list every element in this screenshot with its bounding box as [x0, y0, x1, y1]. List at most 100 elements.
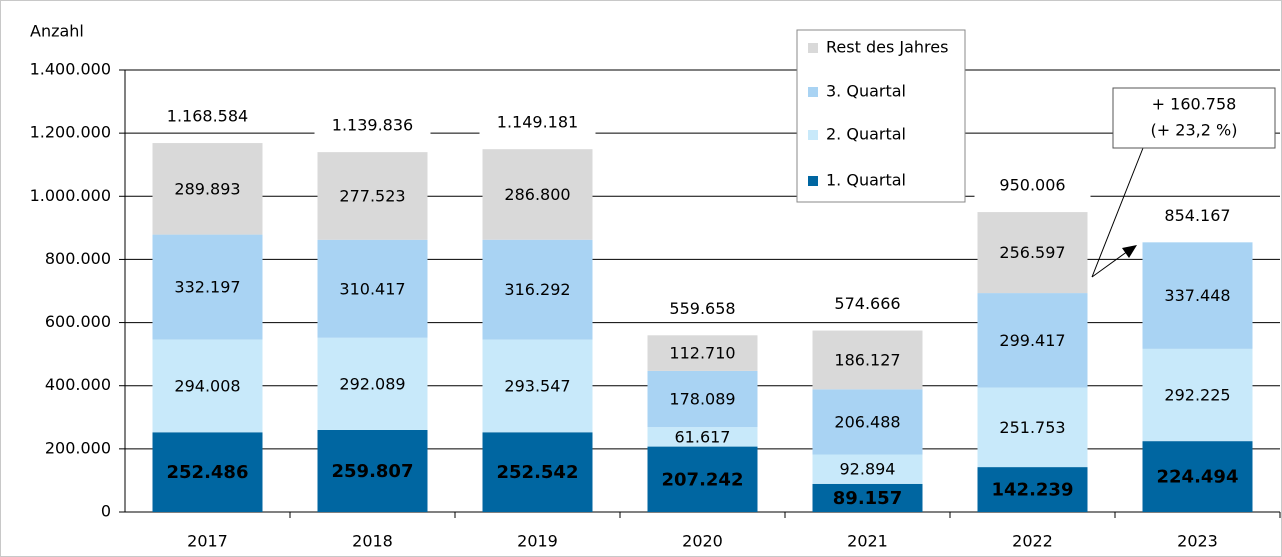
legend-label: 3. Quartal: [826, 82, 906, 101]
bar-segment: [152, 432, 263, 512]
total-label: 854.167: [1164, 206, 1230, 225]
value-label: 294.008: [174, 376, 240, 395]
y-tick-label: 1.200.000: [30, 123, 111, 142]
y-axis-label: Anzahl: [30, 22, 84, 41]
annotation-leader: [1091, 147, 1144, 278]
bar-segment: [317, 239, 428, 338]
bar-segment: [977, 293, 1088, 388]
x-tick-label: 2020: [682, 532, 723, 551]
bar-segment: [647, 427, 758, 447]
value-label: 293.547: [504, 376, 570, 395]
y-tick-label: 600.000: [45, 312, 111, 331]
bar-segment: [152, 234, 263, 340]
value-label: 316.292: [504, 280, 570, 299]
x-tick-label: 2018: [352, 532, 393, 551]
bar-segment: [977, 467, 1088, 512]
bar-segment: [812, 389, 923, 455]
bar-segment: [482, 339, 593, 433]
value-label: 61.617: [675, 427, 731, 446]
legend-swatch: [808, 176, 818, 186]
annotation-text: + 160.758: [1152, 95, 1237, 114]
value-label: 299.417: [999, 331, 1065, 350]
legend-label: Rest des Jahres: [826, 38, 948, 57]
value-label: 142.239: [992, 480, 1074, 501]
value-label: 224.494: [1157, 467, 1239, 488]
legend-swatch: [808, 87, 818, 97]
total-label-bg: [1139, 204, 1256, 229]
x-tick-label: 2023: [1177, 532, 1218, 551]
value-label: 259.807: [332, 461, 414, 482]
arrowhead: [1122, 245, 1137, 258]
bar-segment: [977, 387, 1088, 468]
value-label: 186.127: [834, 350, 900, 369]
bar-segment: [977, 212, 1088, 294]
value-label: 310.417: [339, 279, 405, 298]
y-tick-label: 400.000: [45, 375, 111, 394]
legend-swatch: [808, 130, 818, 140]
legend-label: 2. Quartal: [826, 125, 906, 144]
value-label: 332.197: [174, 278, 240, 297]
bar-segment: [1142, 242, 1253, 349]
bar-segment: [647, 370, 758, 428]
total-label-bg: [644, 297, 761, 322]
y-tick-label: 1.400.000: [30, 60, 111, 79]
bar-segment: [812, 454, 923, 484]
bar-segment: [482, 432, 593, 512]
total-label: 1.139.836: [332, 116, 413, 135]
bar-segment: [647, 446, 758, 512]
legend-swatch: [808, 43, 818, 53]
value-label: 277.523: [339, 186, 405, 205]
bar-segment: [482, 239, 593, 340]
value-label: 112.710: [669, 344, 735, 363]
bar-segment: [317, 337, 428, 430]
annotation-text: (+ 23,2 %): [1151, 121, 1238, 140]
total-label: 950.006: [999, 176, 1065, 195]
value-label: 337.448: [1164, 286, 1230, 305]
x-tick-label: 2021: [847, 532, 888, 551]
total-label-bg: [974, 174, 1091, 199]
value-label: 89.157: [833, 488, 902, 509]
value-label: 292.089: [339, 374, 405, 393]
value-label: 92.894: [840, 460, 896, 479]
total-label: 1.168.584: [167, 107, 248, 126]
value-label: 252.486: [167, 462, 249, 483]
total-label-bg: [479, 111, 596, 136]
total-label-bg: [314, 114, 431, 139]
x-tick-label: 2022: [1012, 532, 1053, 551]
bar-segment: [1142, 348, 1253, 442]
annotation-box: [1112, 87, 1276, 149]
value-label: 286.800: [504, 185, 570, 204]
bar-segment: [812, 483, 923, 512]
y-tick-label: 800.000: [45, 249, 111, 268]
bar-segment: [482, 149, 593, 240]
total-label-bg: [809, 292, 926, 317]
total-label: 1.149.181: [497, 113, 578, 132]
bar-segment: [812, 330, 923, 390]
legend-box: [796, 29, 966, 203]
x-tick-label: 2019: [517, 532, 558, 551]
value-label: 252.542: [497, 462, 579, 483]
x-tick-label: 2017: [187, 532, 228, 551]
total-label: 559.658: [669, 299, 735, 318]
bar-segment: [317, 429, 428, 512]
total-label-bg: [149, 105, 266, 130]
y-tick-label: 0: [101, 502, 111, 521]
value-label: 251.753: [999, 418, 1065, 437]
value-label: 207.242: [662, 469, 744, 490]
bar-segment: [317, 152, 428, 240]
value-label: 256.597: [999, 243, 1065, 262]
legend-label: 1. Quartal: [826, 171, 906, 190]
y-tick-label: 1.000.000: [30, 186, 111, 205]
value-label: 292.225: [1164, 385, 1230, 404]
y-tick-label: 200.000: [45, 438, 111, 457]
value-label: 289.893: [174, 179, 240, 198]
value-label: 206.488: [834, 412, 900, 431]
bar-segment: [152, 339, 263, 433]
total-label: 574.666: [834, 294, 900, 313]
annotation-arrow: [1091, 250, 1129, 278]
bar-segment: [1142, 441, 1253, 512]
value-label: 178.089: [669, 390, 735, 409]
bar-segment: [647, 335, 758, 371]
bar-segment: [152, 143, 263, 235]
